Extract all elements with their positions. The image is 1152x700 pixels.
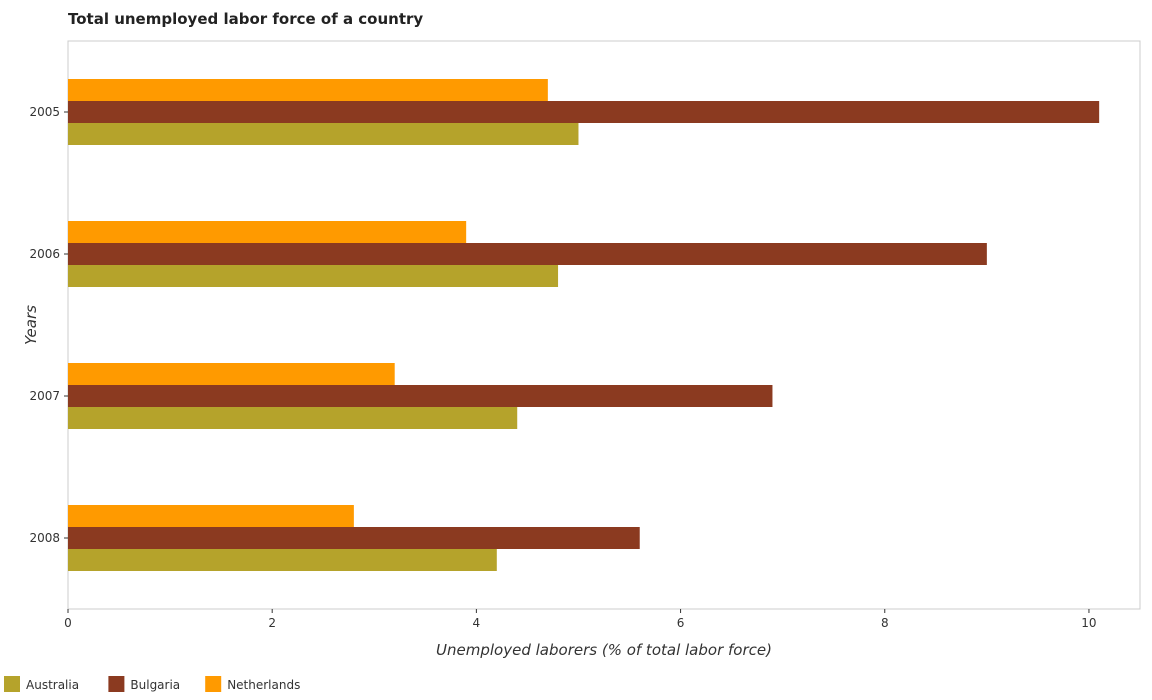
x-tick-label: 10 bbox=[1081, 616, 1096, 630]
y-tick-label: 2007 bbox=[29, 389, 60, 403]
legend-swatch-australia bbox=[4, 676, 20, 692]
y-tick-label: 2006 bbox=[29, 247, 60, 261]
bar-netherlands-2006 bbox=[68, 221, 467, 243]
y-tick-label: 2008 bbox=[29, 531, 60, 545]
chart-title: Total unemployed labor force of a countr… bbox=[68, 10, 423, 28]
legend-label-netherlands: Netherlands bbox=[227, 678, 300, 692]
y-axis-label: Years bbox=[22, 305, 40, 345]
bar-netherlands-2007 bbox=[68, 363, 395, 385]
x-axis-label: Unemployed laborers (% of total labor fo… bbox=[436, 641, 772, 659]
bar-bulgaria-2006 bbox=[68, 243, 987, 265]
bar-bulgaria-2007 bbox=[68, 385, 773, 407]
bar-australia-2005 bbox=[68, 123, 579, 145]
x-tick-label: 8 bbox=[881, 616, 889, 630]
bar-netherlands-2005 bbox=[68, 79, 548, 101]
bar-australia-2006 bbox=[68, 265, 559, 287]
plot-area bbox=[67, 40, 1141, 610]
legend: Australia Bulgaria Netherlands bbox=[4, 676, 300, 692]
x-ticks-group: 0 2 4 6 8 10 bbox=[64, 609, 1097, 630]
legend-label-australia: Australia bbox=[26, 678, 79, 692]
y-tick-label: 2005 bbox=[29, 105, 60, 119]
x-tick-label: 0 bbox=[64, 616, 72, 630]
legend-label-bulgaria: Bulgaria bbox=[130, 678, 180, 692]
bar-bulgaria-2008 bbox=[68, 527, 640, 549]
x-tick-label: 4 bbox=[473, 616, 481, 630]
x-tick-label: 6 bbox=[677, 616, 685, 630]
bar-australia-2007 bbox=[68, 407, 518, 429]
bars-group bbox=[68, 79, 1100, 571]
legend-swatch-bulgaria bbox=[108, 676, 125, 692]
bar-netherlands-2008 bbox=[68, 505, 354, 527]
bar-bulgaria-2005 bbox=[68, 101, 1100, 123]
x-tick-label: 2 bbox=[268, 616, 276, 630]
y-ticks-group: 2005 2006 2007 2008 bbox=[29, 105, 68, 545]
legend-swatch-netherlands bbox=[205, 676, 222, 692]
bar-australia-2008 bbox=[68, 549, 497, 571]
